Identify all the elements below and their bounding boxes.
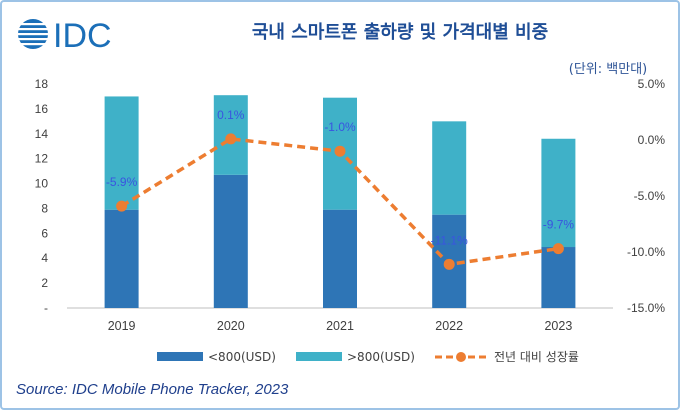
- chart-title: 국내 스마트폰 출하량 및 가격대별 비중: [252, 22, 548, 43]
- left-tick-label: 12: [35, 152, 49, 166]
- legend-label-growth: 전년 대비 성장률: [494, 350, 579, 364]
- left-tick-label: 10: [35, 177, 49, 191]
- growth-data-label: 0.1%: [217, 108, 245, 122]
- bar-low-2021: [323, 209, 357, 308]
- growth-labels: -5.9% 0.1% -1.0% -11.1% -9.7%: [106, 108, 574, 247]
- globe-icon: [18, 19, 48, 49]
- right-tick-label: -5.0%: [634, 189, 666, 203]
- x-tick-label: 2019: [108, 319, 136, 333]
- left-tick-label: 16: [35, 102, 49, 116]
- right-tick-label: 0.0%: [638, 133, 666, 147]
- legend: <800(USD) >800(USD) 전년 대비 성장률: [157, 350, 579, 364]
- growth-point: [116, 200, 128, 212]
- left-tick-label: 14: [35, 127, 49, 141]
- growth-data-label: -11.1%: [431, 233, 468, 247]
- x-tick-label: 2022: [435, 319, 463, 333]
- growth-data-label: -1.0%: [324, 120, 356, 134]
- growth-point: [552, 243, 564, 255]
- right-tick-label: -15.0%: [627, 301, 665, 315]
- growth-point: [225, 133, 237, 145]
- bar-high-2019: [104, 96, 139, 210]
- unit-label: (단위: 백만대): [569, 62, 647, 77]
- bar-low-2019: [104, 209, 139, 308]
- right-tick-label: 5.0%: [638, 77, 666, 91]
- x-axis: 2019 2020 2021 2022 2023: [108, 319, 573, 333]
- legend-label-low: <800(USD): [208, 350, 276, 364]
- bar-high-2022: [432, 121, 467, 215]
- right-axis: 5.0% 0.0% -5.0% -10.0% -15.0%: [627, 77, 665, 315]
- growth-data-label: -5.9%: [106, 175, 138, 189]
- left-tick-label: 4: [41, 251, 48, 265]
- x-tick-label: 2020: [217, 319, 245, 333]
- growth-point: [443, 258, 455, 270]
- right-tick-label: -10.0%: [627, 245, 665, 259]
- bar-low-2020: [213, 174, 248, 308]
- left-tick-label: 2: [41, 276, 48, 290]
- left-axis: - 2 4 6 8 10 12 14 16 18: [35, 77, 49, 315]
- x-tick-label: 2021: [326, 319, 354, 333]
- growth-data-label: -9.7%: [543, 218, 575, 232]
- legend-swatch-high: [296, 352, 342, 361]
- x-tick-label: 2023: [544, 319, 572, 333]
- brand-name: IDC: [53, 17, 112, 55]
- source-note: Source: IDC Mobile Phone Tracker, 2023: [16, 381, 289, 398]
- bar-high-2023: [541, 138, 576, 248]
- legend-label-high: >800(USD): [347, 350, 415, 364]
- idc-logo: IDC: [18, 17, 112, 55]
- left-tick-label: -: [44, 301, 48, 315]
- bar-low-2023: [541, 247, 576, 308]
- growth-series: [116, 133, 564, 270]
- legend-marker-growth: [456, 352, 466, 362]
- growth-point: [334, 145, 346, 157]
- legend-swatch-low: [157, 352, 203, 361]
- left-tick-label: 18: [35, 77, 49, 91]
- left-tick-label: 6: [41, 226, 48, 240]
- left-tick-label: 8: [41, 201, 48, 215]
